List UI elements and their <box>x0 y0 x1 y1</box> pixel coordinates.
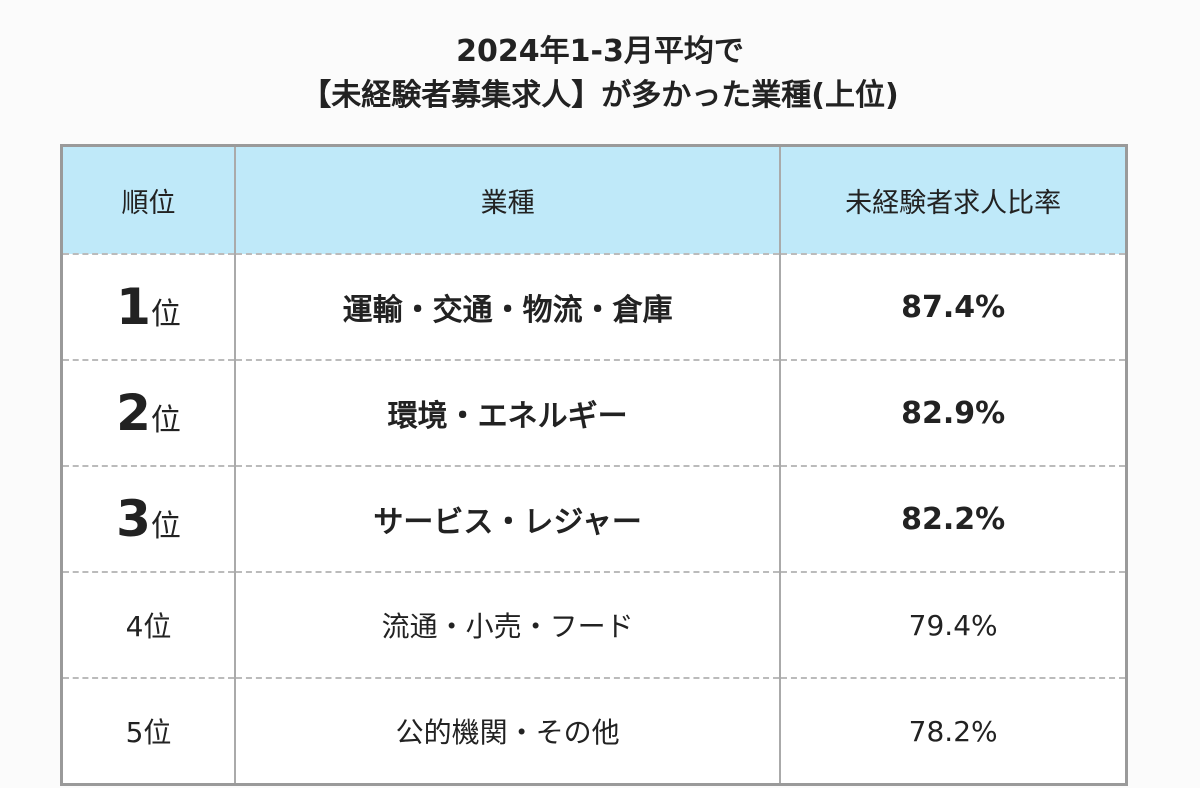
title-line: 【未経験者募集求人】が多かった業種(上位) <box>301 78 899 113</box>
ratio-cell: 78.2% <box>779 677 1127 785</box>
column-header: 未経験者求人比率 <box>779 145 1127 254</box>
rank-cell: 4位 <box>60 571 236 678</box>
ranking-table: 順位 業種 未経験者求人比率 1位 運輸・交通・物流・倉庫 87.4% 2位 環境・エネ… <box>60 144 1128 786</box>
table-row: 4位 流通・小売・フード 79.4% <box>60 571 1127 678</box>
industry-cell: 運輸・交通・物流・倉庫 <box>234 253 781 360</box>
rank-number: 5 <box>125 716 144 749</box>
rank-number: 4 <box>125 610 144 643</box>
rank-suffix: 位 <box>150 403 181 438</box>
title-line: 2024年1-3月平均で <box>456 34 744 69</box>
rank-suffix: 位 <box>150 297 181 332</box>
table-row: 1位 運輸・交通・物流・倉庫 87.4% <box>60 253 1127 360</box>
rank-cell: 3位 <box>60 465 236 572</box>
ratio-cell: 79.4% <box>779 571 1127 678</box>
rank-number: 1 <box>116 278 151 336</box>
column-header: 業種 <box>234 145 781 254</box>
rank-suffix: 位 <box>143 610 172 643</box>
ratio-cell: 82.9% <box>779 359 1127 466</box>
rank-suffix: 位 <box>143 716 172 749</box>
ratio-cell: 82.2% <box>779 465 1127 572</box>
rank-suffix: 位 <box>150 509 181 544</box>
table-body: 1位 運輸・交通・物流・倉庫 87.4% 2位 環境・エネルギー 82.9% 3位 サービス・… <box>60 253 1127 785</box>
rank-cell: 2位 <box>60 359 236 466</box>
rank-cell: 5位 <box>60 677 236 785</box>
industry-cell: 公的機関・その他 <box>234 677 781 785</box>
rank-number: 3 <box>116 490 151 548</box>
industry-cell: サービス・レジャー <box>234 465 781 572</box>
table-row: 5位 公的機関・その他 78.2% <box>60 677 1127 785</box>
ratio-cell: 87.4% <box>779 253 1127 360</box>
table-row: 2位 環境・エネルギー 82.9% <box>60 359 1127 466</box>
table-header: 順位 業種 未経験者求人比率 <box>60 145 1127 254</box>
header-row: 順位 業種 未経験者求人比率 <box>60 145 1127 254</box>
industry-cell: 環境・エネルギー <box>234 359 781 466</box>
column-header: 順位 <box>60 145 236 254</box>
rank-cell: 1位 <box>60 253 236 360</box>
rank-number: 2 <box>116 384 151 442</box>
table-row: 3位 サービス・レジャー 82.2% <box>60 465 1127 572</box>
industry-cell: 流通・小売・フード <box>234 571 781 678</box>
